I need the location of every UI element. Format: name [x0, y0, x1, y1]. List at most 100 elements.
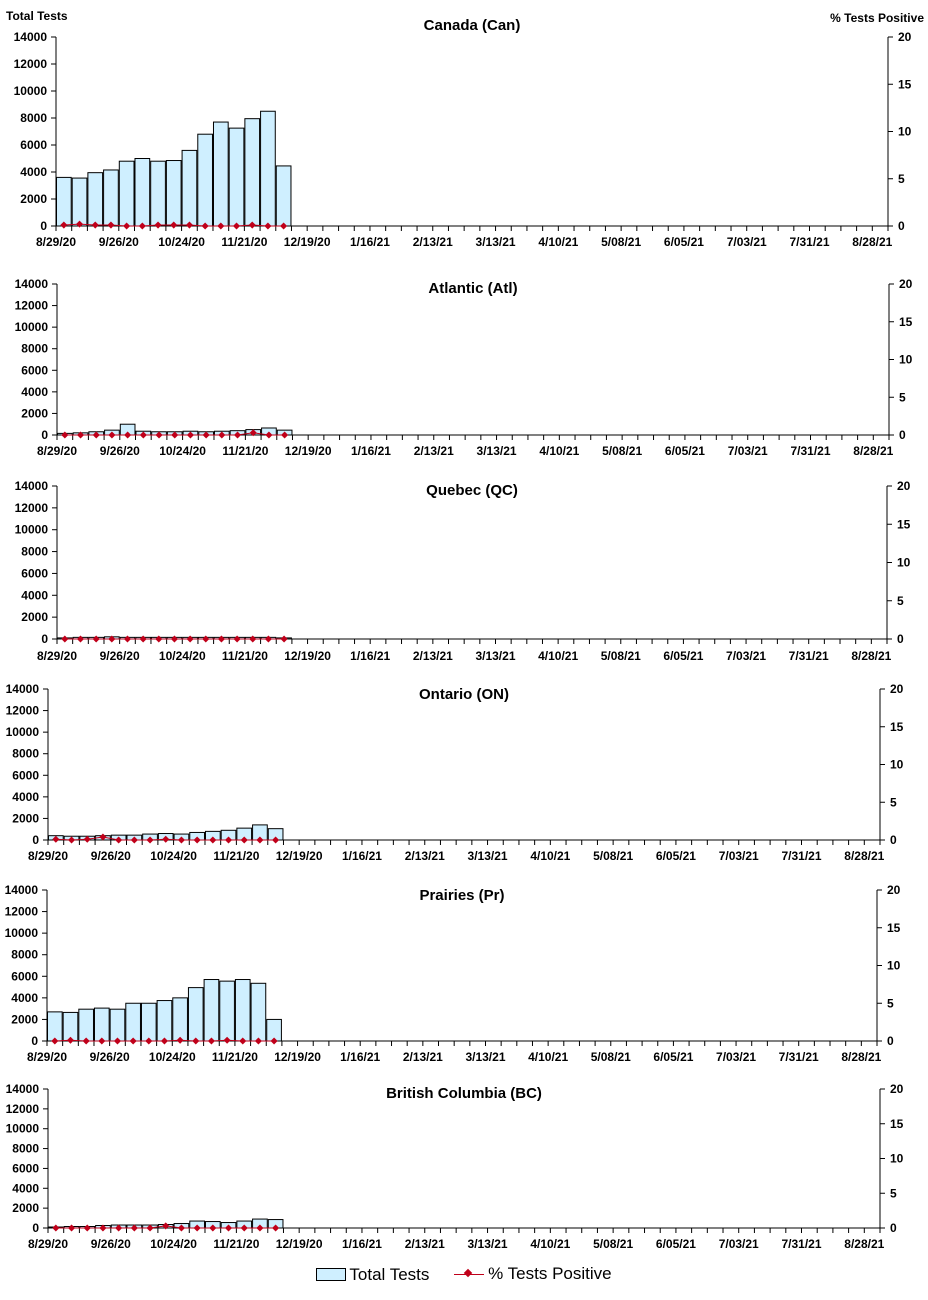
- left-y-tick-label: 2000: [12, 811, 39, 825]
- line-point: [281, 431, 289, 439]
- x-tick-label: 8/28/21: [853, 444, 893, 458]
- line-point: [249, 635, 257, 643]
- x-tick-label: 2/13/21: [413, 235, 453, 249]
- line-point: [201, 222, 209, 230]
- x-tick-label: 1/16/21: [342, 1237, 382, 1251]
- left-y-tick-label: 8000: [11, 948, 38, 962]
- legend-item-total-tests: Total Tests: [316, 1265, 429, 1285]
- line-point: [60, 221, 68, 229]
- bar: [150, 160, 166, 227]
- right-y-tick-label: 15: [887, 921, 901, 935]
- right-y-tick-label: 20: [887, 883, 901, 897]
- left-y-tick-label: 4000: [20, 165, 47, 179]
- left-y-tick-label: 12000: [14, 57, 48, 71]
- right-y-tick-label: 5: [887, 996, 894, 1010]
- left-y-tick-label: 8000: [12, 747, 39, 761]
- chart-title: British Columbia (BC): [386, 1085, 542, 1102]
- x-tick-label: 7/31/21: [781, 1237, 821, 1251]
- right-y-tick-label: 20: [899, 277, 913, 291]
- line-point: [185, 221, 193, 229]
- x-tick-label: 1/16/21: [350, 235, 390, 249]
- legend-line-label: % Tests Positive: [488, 1264, 612, 1283]
- left-y-tick-label: 0: [41, 632, 48, 646]
- x-tick-label: 7/31/21: [789, 235, 829, 249]
- left-y-tick-label: 10000: [6, 725, 40, 739]
- line-point: [224, 836, 233, 844]
- line-point: [61, 635, 69, 643]
- left-y-tick-label: 12000: [15, 299, 49, 313]
- right-y-tick-label: 10: [887, 959, 901, 973]
- right-y-tick-label: 20: [897, 479, 911, 493]
- bar: [125, 1002, 141, 1042]
- line-point: [52, 835, 60, 843]
- x-tick-label: 12/19/20: [284, 649, 331, 663]
- bar: [244, 118, 261, 227]
- x-tick-label: 4/10/21: [539, 444, 579, 458]
- x-tick-label: 4/10/21: [538, 649, 578, 663]
- x-tick-label: 8/28/21: [851, 649, 891, 663]
- left-y-tick-label: 6000: [21, 363, 48, 377]
- bar: [140, 1002, 157, 1042]
- legend-item-percent-positive: % Tests Positive: [454, 1264, 612, 1284]
- x-tick-label: 5/08/21: [593, 1237, 633, 1251]
- left-axis-title: Total Tests: [6, 9, 68, 23]
- right-y-tick-label: 10: [897, 556, 911, 570]
- x-tick-label: 9/26/20: [90, 1050, 130, 1064]
- right-y-tick-label: 15: [898, 77, 912, 91]
- chart-title: Canada (Can): [424, 17, 521, 34]
- left-y-tick-label: 10000: [15, 523, 49, 537]
- left-y-tick-label: 0: [32, 1221, 39, 1235]
- right-y-tick-label: 0: [898, 219, 905, 233]
- line-point: [139, 431, 147, 439]
- line-point: [280, 222, 288, 230]
- line-point: [264, 222, 272, 230]
- right-y-tick-label: 5: [899, 390, 906, 404]
- x-tick-label: 3/13/21: [465, 1050, 505, 1064]
- right-y-tick-label: 20: [898, 30, 912, 44]
- bar: [275, 165, 292, 227]
- x-tick-label: 2/13/21: [413, 649, 453, 663]
- left-y-tick-label: 6000: [12, 1161, 39, 1175]
- x-tick-label: 10/24/20: [149, 1050, 196, 1064]
- left-y-tick-label: 10000: [15, 320, 49, 334]
- x-tick-label: 6/05/21: [653, 1050, 693, 1064]
- x-tick-label: 3/13/21: [477, 444, 517, 458]
- line-point: [138, 222, 146, 230]
- left-y-tick-label: 14000: [6, 1082, 40, 1096]
- line-point: [171, 431, 179, 439]
- right-y-tick-label: 10: [890, 1152, 904, 1166]
- x-tick-label: 10/24/20: [150, 849, 197, 863]
- x-tick-label: 1/16/21: [340, 1050, 380, 1064]
- x-tick-label: 6/05/21: [656, 849, 696, 863]
- right-y-tick-label: 10: [898, 125, 912, 139]
- left-y-tick-label: 14000: [15, 277, 49, 291]
- line-point: [170, 221, 178, 229]
- line-point: [99, 833, 107, 841]
- line-point: [76, 635, 85, 643]
- legend-bar-swatch: [316, 1268, 347, 1281]
- x-tick-label: 8/28/21: [841, 1050, 881, 1064]
- left-y-tick-label: 0: [31, 1034, 38, 1048]
- line-point: [83, 835, 91, 843]
- left-y-tick-label: 0: [41, 428, 48, 442]
- bar: [203, 979, 220, 1042]
- chart-title: Prairies (Pr): [419, 887, 504, 904]
- left-y-tick-label: 14000: [14, 30, 48, 44]
- x-tick-label: 7/03/21: [726, 649, 766, 663]
- line-point: [68, 1224, 76, 1232]
- line-point: [139, 635, 147, 643]
- line-point: [209, 836, 217, 844]
- x-tick-label: 10/24/20: [159, 444, 206, 458]
- right-y-tick-label: 20: [890, 1082, 904, 1096]
- line-point: [154, 221, 162, 229]
- x-tick-label: 4/10/21: [530, 849, 570, 863]
- left-y-tick-label: 12000: [5, 905, 39, 919]
- line-point: [115, 836, 123, 844]
- x-tick-label: 11/21/20: [221, 235, 267, 249]
- right-y-tick-label: 5: [890, 1186, 897, 1200]
- left-y-tick-label: 4000: [12, 790, 39, 804]
- x-tick-label: 6/05/21: [664, 235, 704, 249]
- right-y-tick-label: 15: [897, 517, 911, 531]
- line-point: [107, 221, 115, 229]
- x-tick-label: 3/13/21: [468, 849, 508, 863]
